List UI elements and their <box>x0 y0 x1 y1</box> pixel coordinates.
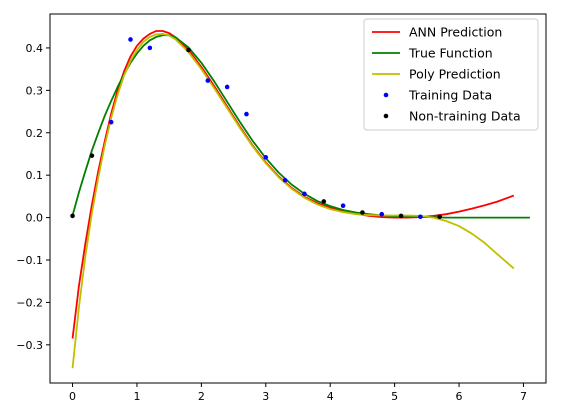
legend: ANN Prediction True Function Poly Predicti… <box>363 18 539 131</box>
y-tick-label: 0.1 <box>26 169 44 182</box>
data-point-training-data <box>418 214 423 220</box>
data-point-training-data <box>244 111 249 117</box>
legend-swatch-training-data <box>383 92 389 98</box>
series-layer <box>70 30 530 369</box>
x-tick-label: 1 <box>133 390 140 403</box>
legend-label-poly-prediction: Poly Prediction <box>409 67 501 82</box>
legend-swatch-non-training-data <box>383 113 389 119</box>
y-tick-label: 0.3 <box>26 84 44 97</box>
data-point-training-data <box>108 119 114 125</box>
legend-label-true-function: True Function <box>408 46 493 61</box>
legend-label-non-training-data: Non-training Data <box>409 109 521 124</box>
legend-box <box>363 18 539 131</box>
data-point-non-training-data <box>437 214 443 220</box>
data-point-non-training-data <box>89 153 95 158</box>
data-point-non-training-data <box>186 47 191 53</box>
x-tick-label: 3 <box>262 390 269 403</box>
legend-label-training-data: Training Data <box>408 88 492 103</box>
plot-frame <box>49 13 547 384</box>
data-point-non-training-data <box>398 213 404 219</box>
data-point-training-data <box>205 78 211 83</box>
y-tick-label: −0.3 <box>16 339 43 352</box>
data-point-training-data <box>282 177 288 183</box>
x-tick-label: 0 <box>69 390 76 403</box>
legend-label-ann-prediction: ANN Prediction <box>409 25 502 40</box>
data-point-training-data <box>147 45 153 51</box>
data-point-training-data <box>128 37 133 42</box>
x-tick-label: 5 <box>391 390 398 403</box>
x-tick-label: 4 <box>327 390 334 403</box>
data-point-training-data <box>340 203 346 209</box>
axis-layer: 0 1 2 3 4 5 6 7 −0.3 −0.2 −0.1 0.0 0.1 0.2 0.3 0.4 <box>16 42 527 403</box>
data-point-training-data <box>224 84 230 90</box>
data-point-training-data <box>379 211 385 217</box>
data-point-training-data <box>263 155 269 160</box>
x-tick-label: 2 <box>198 390 205 403</box>
y-tick-label: 0.2 <box>26 127 44 140</box>
data-point-non-training-data <box>360 210 365 215</box>
data-point-training-data <box>302 191 307 197</box>
y-tick-label: −0.1 <box>16 254 43 267</box>
y-tick-label: −0.2 <box>16 296 43 309</box>
x-tick-label: 7 <box>520 390 527 403</box>
data-point-non-training-data <box>321 199 327 204</box>
y-tick-label: 0.4 <box>26 42 44 55</box>
x-tick-label: 6 <box>456 390 463 403</box>
y-tick-label: 0.0 <box>26 212 44 225</box>
data-point-non-training-data <box>70 213 75 219</box>
